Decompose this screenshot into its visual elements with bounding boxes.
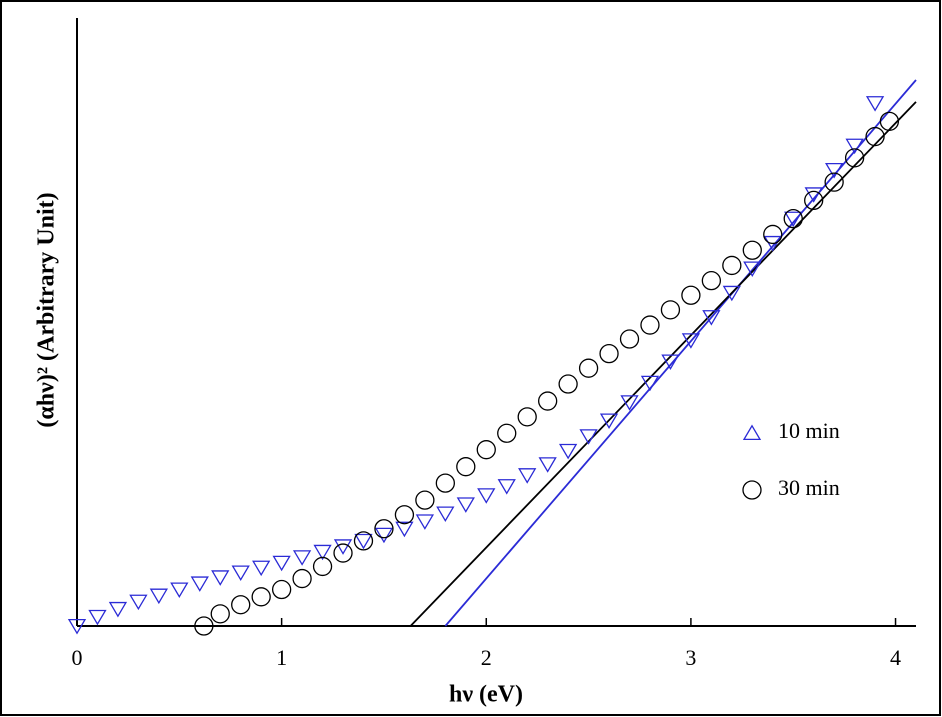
marker [722, 285, 741, 302]
marker [129, 594, 148, 611]
marker [579, 429, 598, 445]
marker [824, 172, 844, 192]
marker [578, 358, 599, 378]
x-tick-label: 1 [276, 645, 287, 670]
marker [271, 579, 292, 600]
plot-area: 0 1 2 3 4 [67, 18, 917, 670]
marker [742, 240, 762, 260]
marker [619, 329, 640, 349]
marker [784, 211, 803, 228]
marker [865, 96, 885, 112]
marker [825, 162, 844, 179]
marker [190, 576, 209, 592]
marker [395, 521, 414, 538]
marker [252, 560, 271, 577]
marker [477, 488, 496, 504]
marker [640, 375, 660, 392]
marker [518, 468, 537, 484]
marker [435, 473, 455, 493]
marker [292, 550, 312, 566]
marker [353, 531, 374, 551]
marker [374, 527, 394, 544]
marker [456, 457, 476, 477]
marker [763, 224, 783, 245]
marker [333, 543, 353, 563]
marker [149, 588, 168, 605]
marker [538, 457, 557, 473]
legend-label: 30 min [778, 475, 840, 500]
marker [497, 423, 517, 443]
marker [333, 539, 353, 555]
fit-line [444, 79, 917, 627]
marker [879, 111, 900, 132]
marker [415, 490, 435, 510]
marker [661, 354, 680, 371]
marker [845, 138, 864, 155]
legend-marker [742, 480, 762, 500]
marker [88, 609, 107, 626]
marker [558, 443, 578, 460]
marker [251, 587, 271, 607]
legend-marker [742, 424, 762, 441]
marker [701, 271, 722, 291]
marker [558, 374, 578, 394]
marker [681, 285, 701, 305]
marker [517, 407, 537, 427]
marker [210, 604, 230, 624]
marker [844, 148, 865, 168]
x-tick-label: 2 [481, 645, 492, 670]
marker [67, 618, 87, 635]
marker [272, 555, 291, 572]
marker [211, 570, 230, 586]
marker [374, 519, 394, 539]
marker [231, 565, 250, 581]
marker [722, 255, 742, 276]
marker [497, 479, 516, 495]
marker [415, 514, 435, 530]
marker [354, 533, 373, 550]
marker [804, 190, 824, 211]
marker [292, 568, 312, 589]
marker [312, 556, 333, 577]
marker [640, 315, 660, 335]
x-axis-label: hν (eV) [449, 682, 523, 708]
x-tick-label: 3 [685, 645, 696, 670]
marker [620, 395, 639, 411]
marker [538, 391, 558, 411]
marker [804, 187, 823, 203]
marker [743, 261, 762, 277]
marker [865, 126, 885, 147]
marker [783, 208, 803, 229]
marker [394, 505, 415, 525]
x-tick-label: 4 [890, 645, 901, 670]
marker [660, 300, 681, 320]
y-axis-label: (αhν)² (Arbitrary Unit) [34, 192, 60, 427]
marker [599, 413, 619, 429]
marker [108, 601, 128, 618]
marker [231, 595, 251, 615]
marker [681, 333, 701, 349]
marker [702, 310, 721, 326]
marker [194, 616, 214, 636]
marker [476, 440, 496, 460]
marker [456, 497, 475, 513]
marker [436, 506, 455, 523]
x-tick-label: 0 [72, 645, 83, 670]
legend-label: 10 min [778, 418, 840, 443]
marker [599, 343, 619, 364]
marker [170, 582, 189, 599]
marker [763, 235, 782, 252]
fit-line [409, 101, 917, 627]
marker [313, 544, 332, 561]
